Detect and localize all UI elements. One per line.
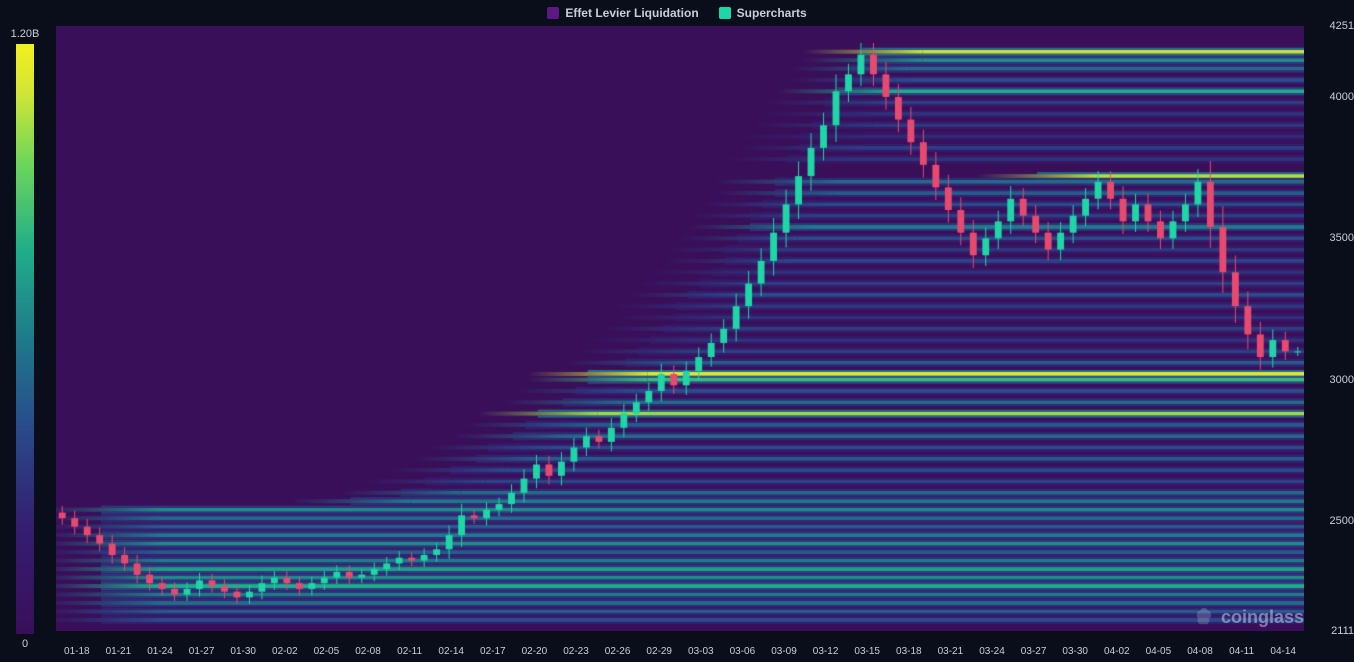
y-tick-label: 2500 xyxy=(1330,515,1354,527)
x-tick-label: 03-21 xyxy=(938,646,964,657)
x-tick-label: 01-21 xyxy=(106,646,132,657)
x-tick-label: 01-24 xyxy=(147,646,173,657)
x-axis: 01-18 01-21 01-24 01-27 01-30 02-02 02-05 02-08… xyxy=(56,646,1304,662)
x-tick-label: 04-08 xyxy=(1187,646,1213,657)
x-tick-label: 02-20 xyxy=(522,646,548,657)
x-tick-label: 02-02 xyxy=(272,646,298,657)
y-tick-label: 3500 xyxy=(1330,232,1354,244)
legend-swatch-supercharts xyxy=(719,7,731,19)
x-tick-label: 04-14 xyxy=(1270,646,1296,657)
colorbar-min-label: 0 xyxy=(22,638,28,650)
y-tick-label: 4000 xyxy=(1330,91,1354,103)
x-tick-label: 03-12 xyxy=(813,646,839,657)
x-tick-label: 02-29 xyxy=(646,646,672,657)
x-tick-label: 02-05 xyxy=(314,646,340,657)
x-tick-label: 04-11 xyxy=(1229,646,1254,657)
colorbar-gradient xyxy=(16,44,34,634)
y-axis: 425140003500300025002111 xyxy=(1308,26,1354,631)
x-tick-label: 03-06 xyxy=(730,646,756,657)
x-tick-label: 02-14 xyxy=(438,646,464,657)
x-tick-label: 04-02 xyxy=(1104,646,1130,657)
x-tick-label: 02-08 xyxy=(355,646,381,657)
x-tick-label: 03-18 xyxy=(896,646,922,657)
y-tick-label: 4251 xyxy=(1330,20,1354,32)
colorbar-max-label: 1.20B xyxy=(11,28,40,40)
x-tick-label: 04-05 xyxy=(1146,646,1172,657)
x-tick-label: 03-30 xyxy=(1062,646,1088,657)
legend-label: Supercharts xyxy=(737,6,807,20)
y-tick-label: 3000 xyxy=(1330,374,1354,386)
legend-swatch-liquidation xyxy=(547,7,559,19)
x-tick-label: 03-09 xyxy=(771,646,797,657)
y-tick-label: 2111 xyxy=(1331,625,1354,637)
candlestick-layer xyxy=(56,26,1304,631)
chart-legend: Effet Levier Liquidation Supercharts xyxy=(0,0,1354,26)
chart-main: 1.20B 0 425140003500300025002111 xyxy=(0,26,1354,660)
x-tick-label: 02-17 xyxy=(480,646,506,657)
x-tick-label: 01-18 xyxy=(64,646,90,657)
chart-plot-area[interactable] xyxy=(56,26,1308,631)
x-tick-label: 03-24 xyxy=(979,646,1005,657)
x-tick-label: 03-03 xyxy=(688,646,714,657)
legend-item-liquidation[interactable]: Effet Levier Liquidation xyxy=(547,6,698,20)
x-tick-label: 02-26 xyxy=(605,646,631,657)
x-tick-label: 01-27 xyxy=(189,646,215,657)
x-tick-label: 02-23 xyxy=(563,646,589,657)
x-tick-label: 02-11 xyxy=(397,646,422,657)
legend-item-supercharts[interactable]: Supercharts xyxy=(719,6,807,20)
x-tick-label: 01-30 xyxy=(230,646,256,657)
colorbar: 1.20B 0 xyxy=(0,26,50,660)
legend-label: Effet Levier Liquidation xyxy=(565,6,698,20)
x-tick-label: 03-15 xyxy=(854,646,880,657)
x-tick-label: 03-27 xyxy=(1021,646,1047,657)
